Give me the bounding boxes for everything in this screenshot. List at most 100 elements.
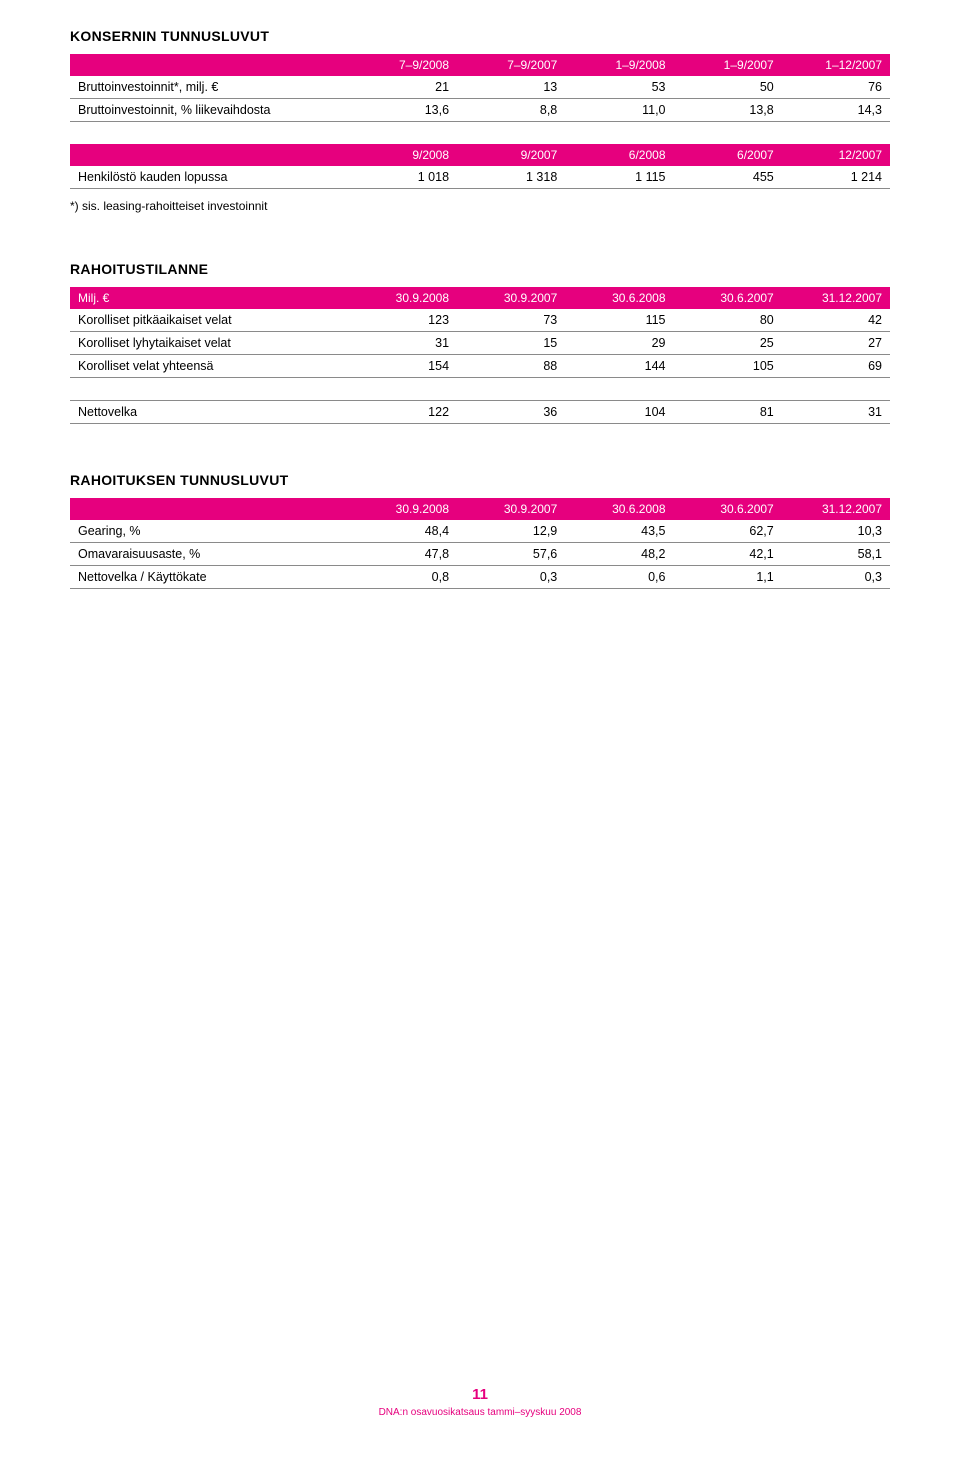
cell: 123 [349, 309, 457, 332]
cell: 36 [457, 401, 565, 424]
row-label: Nettovelka [70, 401, 349, 424]
col-header: 9/2008 [349, 144, 457, 166]
cell: 57,6 [457, 543, 565, 566]
cell: 13,8 [674, 99, 782, 122]
col-header [70, 498, 349, 520]
cell: 58,1 [782, 543, 890, 566]
section-title-rahoitustilanne: RAHOITUSTILANNE [70, 261, 890, 277]
cell: 1 115 [565, 166, 673, 189]
footer-text: DNA:n osavuosikatsaus tammi–syyskuu 2008 [0, 1407, 960, 1418]
page-number: 11 [0, 1386, 960, 1403]
col-header: 7–9/2008 [349, 54, 457, 76]
table-row: Bruttoinvestoinnit*, milj. € 21 13 53 50… [70, 76, 890, 99]
table-header-row: 30.9.2008 30.9.2007 30.6.2008 30.6.2007 … [70, 498, 890, 520]
cell: 1 018 [349, 166, 457, 189]
cell: 73 [457, 309, 565, 332]
cell: 13 [457, 76, 565, 99]
table-row: Korolliset lyhytaikaiset velat 31 15 29 … [70, 332, 890, 355]
table-konsernin-sub: 9/2008 9/2007 6/2008 6/2007 12/2007 Henk… [70, 144, 890, 189]
cell: 88 [457, 355, 565, 378]
row-label: Henkilöstö kauden lopussa [70, 166, 349, 189]
col-header: 30.6.2007 [674, 287, 782, 309]
col-header: 30.9.2008 [349, 498, 457, 520]
cell: 12,9 [457, 520, 565, 543]
col-header: 30.9.2007 [457, 287, 565, 309]
col-header: Milj. € [70, 287, 349, 309]
cell: 81 [674, 401, 782, 424]
col-header: 1–12/2007 [782, 54, 890, 76]
col-header: 6/2008 [565, 144, 673, 166]
table-header-row: 9/2008 9/2007 6/2008 6/2007 12/2007 [70, 144, 890, 166]
table-row: Henkilöstö kauden lopussa 1 018 1 318 1 … [70, 166, 890, 189]
cell: 48,4 [349, 520, 457, 543]
cell: 31 [782, 401, 890, 424]
cell: 47,8 [349, 543, 457, 566]
col-header: 1–9/2007 [674, 54, 782, 76]
col-header: 31.12.2007 [782, 498, 890, 520]
cell: 27 [782, 332, 890, 355]
cell: 29 [565, 332, 673, 355]
row-label: Bruttoinvestoinnit*, milj. € [70, 76, 349, 99]
cell: 8,8 [457, 99, 565, 122]
col-header: 7–9/2007 [457, 54, 565, 76]
cell: 11,0 [565, 99, 673, 122]
cell: 53 [565, 76, 673, 99]
cell: 105 [674, 355, 782, 378]
col-header: 30.6.2007 [674, 498, 782, 520]
table-row: Nettovelka 122 36 104 81 31 [70, 401, 890, 424]
cell: 31 [349, 332, 457, 355]
table-konsernin-main: 7–9/2008 7–9/2007 1–9/2008 1–9/2007 1–12… [70, 54, 890, 122]
footnote-investoinnit: *) sis. leasing-rahoitteiset investoinni… [70, 199, 890, 213]
cell: 48,2 [565, 543, 673, 566]
cell: 0,3 [782, 566, 890, 589]
table-row: Gearing, % 48,4 12,9 43,5 62,7 10,3 [70, 520, 890, 543]
col-header [70, 144, 349, 166]
cell: 13,6 [349, 99, 457, 122]
col-header: 30.9.2007 [457, 498, 565, 520]
table-row: Omavaraisuusaste, % 47,8 57,6 48,2 42,1 … [70, 543, 890, 566]
col-header: 9/2007 [457, 144, 565, 166]
table-header-row: 7–9/2008 7–9/2007 1–9/2008 1–9/2007 1–12… [70, 54, 890, 76]
cell: 21 [349, 76, 457, 99]
col-header: 30.6.2008 [565, 287, 673, 309]
cell: 15 [457, 332, 565, 355]
col-header: 30.6.2008 [565, 498, 673, 520]
cell: 122 [349, 401, 457, 424]
row-label: Nettovelka / Käyttökate [70, 566, 349, 589]
section-title-rahoituksen: RAHOITUKSEN TUNNUSLUVUT [70, 472, 890, 488]
cell: 0,3 [457, 566, 565, 589]
cell: 0,8 [349, 566, 457, 589]
col-header [70, 54, 349, 76]
cell: 76 [782, 76, 890, 99]
row-label: Korolliset velat yhteensä [70, 355, 349, 378]
row-label: Bruttoinvestoinnit, % liikevaihdosta [70, 99, 349, 122]
cell: 42,1 [674, 543, 782, 566]
cell: 42 [782, 309, 890, 332]
table-row: Korolliset pitkäaikaiset velat 123 73 11… [70, 309, 890, 332]
cell: 0,6 [565, 566, 673, 589]
col-header: 31.12.2007 [782, 287, 890, 309]
row-label: Korolliset lyhytaikaiset velat [70, 332, 349, 355]
cell: 115 [565, 309, 673, 332]
cell: 1,1 [674, 566, 782, 589]
table-row: Korolliset velat yhteensä 154 88 144 105… [70, 355, 890, 378]
cell: 10,3 [782, 520, 890, 543]
table-row: Nettovelka / Käyttökate 0,8 0,3 0,6 1,1 … [70, 566, 890, 589]
table-header-row: Milj. € 30.9.2008 30.9.2007 30.6.2008 30… [70, 287, 890, 309]
section-title-konsernin: KONSERNIN TUNNUSLUVUT [70, 28, 890, 44]
cell: 25 [674, 332, 782, 355]
cell: 50 [674, 76, 782, 99]
row-label: Korolliset pitkäaikaiset velat [70, 309, 349, 332]
row-label: Omavaraisuusaste, % [70, 543, 349, 566]
col-header: 12/2007 [782, 144, 890, 166]
table-rahoitustilanne: Milj. € 30.9.2008 30.9.2007 30.6.2008 30… [70, 287, 890, 378]
col-header: 30.9.2008 [349, 287, 457, 309]
cell: 69 [782, 355, 890, 378]
cell: 43,5 [565, 520, 673, 543]
table-rahoitustilanne-summary: Nettovelka 122 36 104 81 31 [70, 400, 890, 424]
cell: 455 [674, 166, 782, 189]
cell: 14,3 [782, 99, 890, 122]
page-footer: 11 DNA:n osavuosikatsaus tammi–syyskuu 2… [0, 1386, 960, 1418]
cell: 1 214 [782, 166, 890, 189]
cell: 144 [565, 355, 673, 378]
